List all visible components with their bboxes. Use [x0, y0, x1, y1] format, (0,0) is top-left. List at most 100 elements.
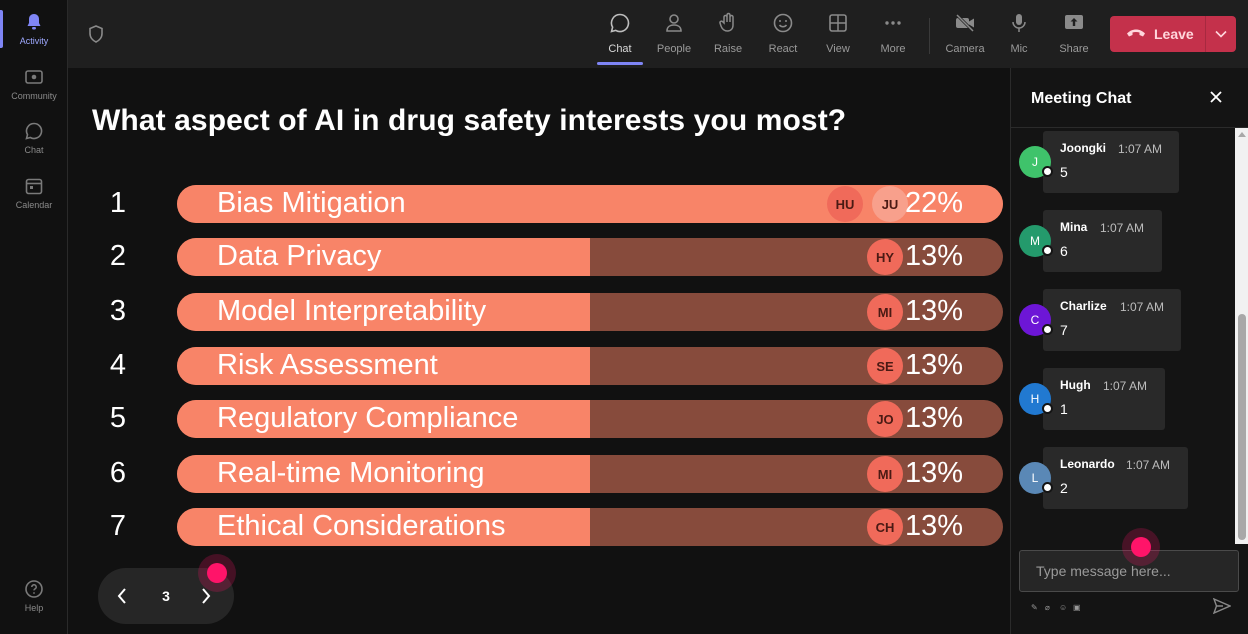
rail-item-label: Community	[11, 91, 57, 101]
toolbar-react-button[interactable]: React	[758, 8, 808, 64]
poll-option-row: 3 Model Interpretability MI 13%	[68, 293, 1010, 331]
voter-avatar: MI	[867, 294, 903, 330]
option-percent: 13%	[904, 295, 963, 327]
poll-option-row: 5 Regulatory Compliance JO 13%	[68, 400, 1010, 438]
toolbar-label: Camera	[945, 43, 985, 55]
cursor-highlight	[207, 563, 227, 583]
avatar-initial: J	[1032, 155, 1038, 169]
rail-item-community[interactable]: Community	[0, 67, 68, 101]
help-icon	[24, 579, 44, 603]
chat-message-input[interactable]	[1019, 550, 1239, 592]
toolbar-raise-button[interactable]: Raise	[703, 8, 753, 64]
toolbar-label: Share	[1059, 43, 1089, 55]
option-bar: Bias Mitigation JU HU 22%	[177, 185, 1003, 223]
chevron-left-icon[interactable]	[116, 586, 128, 611]
chat-icon	[609, 8, 631, 43]
message-time: 1:07 AM	[1126, 458, 1171, 472]
poll-option-row: 4 Risk Assessment SE 13%	[68, 347, 1010, 385]
message-time: 1:07 AM	[1103, 379, 1148, 393]
scroll-thumb[interactable]	[1238, 314, 1246, 540]
toolbar-chat-button[interactable]: Chat	[595, 8, 645, 64]
chat-message[interactable]: L Leonardo 1:07 AM 2	[1019, 447, 1188, 509]
more-icon	[882, 8, 904, 43]
avatar[interactable]: C	[1019, 304, 1053, 336]
voter-avatar: JO	[867, 401, 903, 437]
poll-option-row: 7 Ethical Considerations CH 13%	[68, 508, 1010, 546]
voter-avatar: HY	[867, 239, 903, 275]
gif-icon[interactable]: ▣	[1073, 603, 1081, 612]
toolbar-camera-button[interactable]: Camera	[940, 8, 990, 64]
toolbar-share-button[interactable]: Share	[1049, 8, 1099, 64]
toolbar-more-button[interactable]: More	[868, 8, 918, 64]
chat-message[interactable]: H Hugh 1:07 AM 1	[1019, 368, 1165, 430]
bell-icon	[24, 12, 44, 36]
option-label: Real-time Monitoring	[217, 457, 485, 489]
toolbar-people-button[interactable]: People	[649, 8, 699, 64]
scroll-down-arrow[interactable]	[1238, 533, 1246, 538]
scroll-up-arrow[interactable]	[1238, 132, 1246, 137]
poll-option-row: 1 Bias Mitigation JU HU 22%	[68, 185, 1010, 223]
shield-icon[interactable]	[86, 24, 106, 49]
option-bar: Ethical Considerations CH 13%	[177, 508, 1003, 546]
voter-avatar: MI	[867, 456, 903, 492]
avatar[interactable]: L	[1019, 462, 1053, 494]
voter-avatar: CH	[867, 509, 903, 545]
presence-status-icon	[1042, 324, 1053, 335]
voter-avatar: SE	[867, 348, 903, 384]
toolbar-label: View	[826, 43, 850, 55]
leave-divider	[1205, 16, 1207, 52]
message-text: 7	[1060, 322, 1068, 338]
mic-icon	[1008, 8, 1030, 43]
avatar[interactable]: J	[1019, 146, 1053, 178]
format-icon[interactable]: ✎	[1031, 603, 1038, 612]
camera-off-icon	[954, 8, 976, 43]
rail-item-calendar[interactable]: Calendar	[0, 176, 68, 210]
toolbar-label: React	[768, 43, 798, 55]
chat-scrollbar[interactable]	[1235, 128, 1248, 544]
toolbar-view-button[interactable]: View	[813, 8, 863, 64]
avatar-initial: C	[1030, 313, 1040, 327]
view-grid-icon	[827, 8, 849, 43]
leave-button[interactable]: Leave	[1110, 16, 1236, 52]
toolbar-mic-button[interactable]: Mic	[994, 8, 1044, 64]
avatar-initial: M	[1030, 234, 1040, 248]
attach-icon[interactable]: ⌀	[1045, 603, 1050, 612]
option-bar: Regulatory Compliance JO 13%	[177, 400, 1003, 438]
poll-stage: What aspect of AI in drug safety interes…	[68, 68, 1010, 634]
raise-hand-icon	[717, 8, 739, 43]
option-percent: 13%	[904, 510, 963, 542]
message-time: 1:07 AM	[1100, 221, 1145, 235]
leave-main[interactable]: Leave	[1110, 26, 1205, 42]
left-rail: Activity Community Chat Calendar Help	[0, 0, 68, 634]
message-sender: Leonardo	[1060, 457, 1115, 471]
option-percent: 13%	[904, 457, 963, 489]
leave-options-button[interactable]	[1206, 25, 1236, 43]
presence-status-icon	[1042, 482, 1053, 493]
cursor-highlight	[1131, 537, 1151, 557]
send-icon[interactable]	[1212, 597, 1232, 619]
share-icon	[1063, 8, 1085, 43]
option-percent: 22%	[904, 187, 963, 219]
avatar[interactable]: H	[1019, 383, 1053, 415]
rail-item-chat[interactable]: Chat	[0, 121, 68, 155]
option-number: 3	[109, 295, 127, 327]
rail-item-help[interactable]: Help	[0, 579, 68, 613]
rail-item-activity[interactable]: Activity	[0, 12, 68, 46]
option-bar: Risk Assessment SE 13%	[177, 347, 1003, 385]
meeting-toolbar	[68, 0, 1248, 68]
chat-message[interactable]: C Charlize 1:07 AM 7	[1019, 289, 1181, 351]
avatar[interactable]: M	[1019, 225, 1053, 257]
chat-icon	[24, 121, 44, 145]
poll-option-row: 2 Data Privacy HY 13%	[68, 238, 1010, 276]
message-sender: Mina	[1060, 220, 1088, 234]
chat-message[interactable]: M Mina 1:07 AM 6	[1019, 210, 1162, 272]
toolbar-label: More	[880, 43, 906, 55]
message-time: 1:07 AM	[1118, 142, 1163, 156]
chevron-right-icon[interactable]	[200, 586, 212, 611]
message-text: 5	[1060, 164, 1068, 180]
option-number: 2	[109, 240, 127, 272]
option-number: 4	[109, 349, 127, 381]
close-icon[interactable]	[1209, 90, 1223, 109]
chat-message[interactable]: J Joongki 1:07 AM 5	[1019, 131, 1179, 193]
emoji-icon[interactable]: ☺	[1059, 603, 1068, 612]
